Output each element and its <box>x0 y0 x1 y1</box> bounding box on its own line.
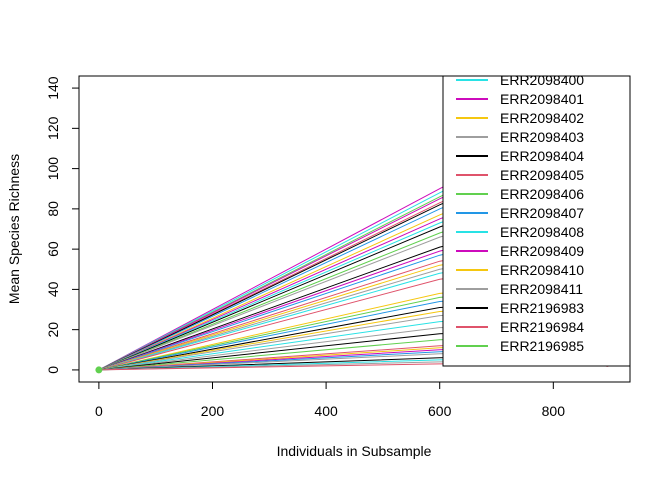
x-tick-label: 200 <box>201 403 225 419</box>
y-tick-label: 120 <box>45 116 61 140</box>
origin-point-layer <box>95 366 103 374</box>
x-tick-label: 800 <box>542 403 566 419</box>
legend-label: ERR2098403 <box>500 129 584 145</box>
origin-point <box>95 366 103 374</box>
legend-label: ERR2098405 <box>500 167 584 183</box>
legend-label: ERR2098411 <box>500 281 583 297</box>
x-tick-label: 0 <box>95 403 103 419</box>
y-axis-label: Mean Species Richness <box>6 154 22 304</box>
legend-label: ERR2098407 <box>500 205 584 221</box>
legend: ERR2098400 ERR2098401 ERR2098402 ERR2098403… <box>442 72 631 367</box>
legend-label: ERR2098409 <box>500 243 584 259</box>
legend-label: ERR2196984 <box>500 319 584 335</box>
legend-label: ERR2098404 <box>500 148 584 164</box>
x-axis-label: Individuals in Subsample <box>277 443 432 459</box>
y-tick-label: 0 <box>45 366 61 374</box>
x-tick-label: 600 <box>428 403 452 419</box>
y-tick-label: 40 <box>45 281 61 297</box>
y-tick-label: 20 <box>45 322 61 338</box>
x-axis: 0 200 400 600 800 <box>95 381 566 419</box>
legend-label: ERR2098408 <box>500 224 584 240</box>
legend-label: ERR2098410 <box>500 262 584 278</box>
legend-label: ERR2098401 <box>500 91 584 107</box>
legend-box <box>442 75 631 367</box>
legend-label: ERR2098402 <box>500 110 584 126</box>
legend-label: ERR2196985 <box>500 338 584 354</box>
legend-label: ERR2196983 <box>500 300 584 316</box>
y-tick-label: 80 <box>45 201 61 217</box>
y-tick-label: 140 <box>45 76 61 100</box>
y-tick-label: 100 <box>45 157 61 181</box>
y-tick-label: 60 <box>45 241 61 257</box>
legend-label: ERR2098406 <box>500 186 584 202</box>
legend-label: ERR2098400 <box>500 72 584 88</box>
y-axis: 0 20 40 60 80 100 120 140 <box>45 76 80 374</box>
x-tick-label: 400 <box>314 403 338 419</box>
